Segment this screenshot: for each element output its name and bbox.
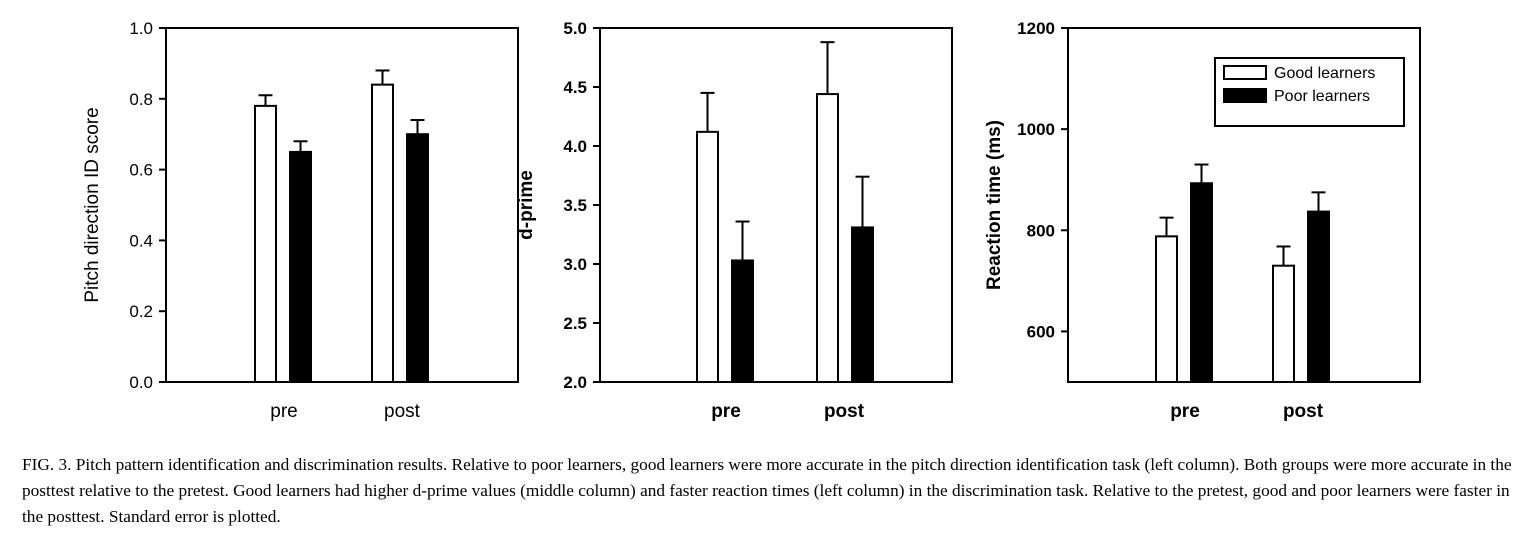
chart-panel-2: 2.0 2.5 3.0 3.5 4.0 4.5 5.0 d-prime pre post	[516, 19, 953, 422]
x-tick-label-pre: pre	[270, 401, 297, 422]
y-tick-label: 3.5	[563, 196, 587, 215]
bar-poor-post	[851, 226, 874, 383]
x-tick-label-pre: pre	[711, 401, 741, 422]
y-tick-label: 4.0	[563, 137, 587, 156]
plot-frame	[165, 27, 519, 383]
legend-label-poor: Poor learners	[1274, 88, 1370, 105]
y-tick-label: 1.0	[129, 19, 153, 38]
y-tick-label: 2.5	[563, 314, 587, 333]
y-tick-label: 0.6	[129, 161, 153, 180]
y-tick-label: 800	[1027, 221, 1055, 240]
legend-label-good: Good learners	[1274, 65, 1375, 82]
y-axis-label: Reaction time (ms)	[984, 120, 1005, 290]
bar-poor-pre	[289, 150, 312, 383]
bar-good-pre	[1155, 235, 1178, 383]
y-tick-label: 4.5	[563, 78, 587, 97]
chart-panel-1: 0.0 0.2 0.4 0.6 0.8 1.0 Pitch direction ID sco…	[82, 19, 519, 422]
plot-frame	[1067, 27, 1421, 383]
legend-swatch-good	[1223, 65, 1267, 80]
x-tick-label-post: post	[384, 401, 421, 422]
plot-frame	[599, 27, 953, 383]
figure-caption: FIG. 3. Pitch pattern identification and…	[22, 455, 1512, 526]
y-tick-label: 0.0	[129, 373, 153, 392]
legend-swatch-poor	[1223, 88, 1267, 103]
bar-poor-post	[406, 133, 429, 383]
bar-poor-pre	[1190, 182, 1213, 383]
bar-poor-post	[1307, 210, 1330, 383]
bar-good-pre	[696, 130, 719, 383]
y-tick-label: 0.4	[129, 231, 153, 250]
bar-good-post	[371, 83, 394, 383]
chart-legend: Good learners Poor learners	[1214, 57, 1405, 127]
y-tick-label: 600	[1027, 322, 1055, 341]
y-tick-label: 3.0	[563, 255, 587, 274]
y-axis-label: Pitch direction ID score	[82, 107, 103, 302]
y-tick-label: 1200	[1017, 19, 1055, 38]
bar-good-pre	[254, 104, 277, 383]
bar-good-post	[816, 93, 839, 384]
chart-panel-3: 600 800 1000 1200 Reaction time (ms) pre post G…	[984, 19, 1421, 422]
y-tick-label: 0.8	[129, 90, 153, 109]
y-tick-label: 5.0	[563, 19, 587, 38]
x-tick-label-post: post	[1283, 401, 1324, 422]
y-tick-label: 2.0	[563, 373, 587, 392]
bar-poor-pre	[731, 259, 754, 383]
figure-3-charts: 0.0 0.2 0.4 0.6 0.8 1.0 Pitch direction ID sco…	[82, 19, 1421, 422]
y-axis-label: d-prime	[516, 170, 537, 240]
y-tick-label: 0.2	[129, 302, 153, 321]
y-tick-label: 1000	[1017, 120, 1055, 139]
x-tick-label-post: post	[824, 401, 865, 422]
x-tick-label-pre: pre	[1170, 401, 1200, 422]
bar-good-post	[1272, 264, 1295, 383]
